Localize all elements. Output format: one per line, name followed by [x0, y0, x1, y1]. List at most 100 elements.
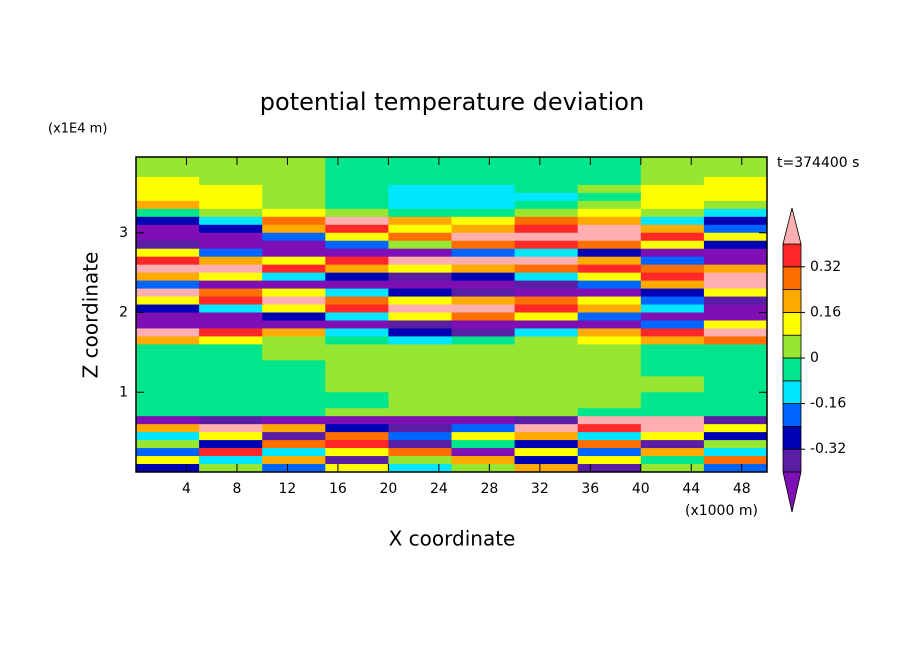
- field-cell: [325, 424, 389, 433]
- plot-frame: [135, 156, 768, 473]
- field-cell: [388, 208, 452, 218]
- field-cell: [640, 200, 705, 210]
- field-cell: [388, 192, 452, 202]
- annotation: t=374400 s: [777, 155, 859, 171]
- field-cell: [640, 160, 705, 170]
- field-cell: [325, 360, 389, 369]
- field-cell: [514, 416, 579, 425]
- field-cell: [136, 264, 200, 274]
- field-cell: [136, 312, 200, 321]
- field-cell: [199, 256, 263, 266]
- colorbar-box: [782, 311, 802, 336]
- field-cell: [577, 416, 642, 425]
- field-cell: [199, 416, 263, 425]
- field-cell: [703, 344, 767, 353]
- field-cell: [703, 272, 767, 282]
- field-cell: [136, 408, 200, 417]
- field-cell: [325, 296, 389, 306]
- colorbar-tick-label: -0.16: [810, 396, 846, 412]
- field-cell: [199, 160, 263, 170]
- field-cell: [514, 320, 579, 329]
- field-cell: [325, 232, 389, 242]
- field-cell: [514, 248, 579, 258]
- field-cell: [514, 312, 579, 321]
- field-cell: [703, 296, 767, 306]
- x-tick-label: 4: [182, 481, 191, 497]
- field-cell: [451, 344, 516, 353]
- field-cell: [325, 392, 389, 401]
- field-cell: [514, 384, 579, 393]
- field-cell: [703, 176, 767, 186]
- field-cell: [451, 296, 516, 306]
- field-cell: [640, 344, 705, 353]
- field-cell: [388, 392, 452, 401]
- field-cell: [325, 280, 389, 290]
- field-cell: [640, 384, 705, 393]
- field-cell: [325, 464, 389, 472]
- field-cell: [325, 320, 389, 329]
- field-cell: [325, 384, 389, 393]
- field-cell: [451, 208, 516, 218]
- field-cell: [577, 232, 642, 242]
- field-cell: [136, 288, 200, 298]
- field-cell: [640, 464, 705, 472]
- field-cell: [640, 376, 705, 385]
- field-cell: [325, 184, 389, 194]
- field-cell: [514, 440, 579, 449]
- field-cell: [577, 296, 642, 306]
- field-cell: [451, 288, 516, 298]
- contour-field: [136, 157, 767, 472]
- field-cell: [640, 424, 705, 433]
- field-cell: [577, 224, 642, 234]
- field-cell: [136, 232, 200, 242]
- field-cell: [640, 328, 705, 337]
- field-cell: [577, 280, 642, 290]
- field-cell: [388, 344, 452, 353]
- field-cell: [451, 192, 516, 202]
- field-cell: [577, 248, 642, 258]
- y-axis-label: Z coordinate: [79, 252, 103, 379]
- field-cell: [640, 448, 705, 457]
- field-cell: [388, 376, 452, 385]
- field-cell: [514, 400, 579, 409]
- field-cell: [136, 176, 200, 186]
- field-cell: [388, 248, 452, 258]
- colorbar-tick-label: 0.16: [810, 304, 841, 320]
- field-cell: [199, 304, 263, 314]
- field-cell: [577, 464, 642, 472]
- field-cell: [262, 456, 326, 465]
- field-cell: [262, 296, 326, 306]
- field-cell: [388, 296, 452, 306]
- field-cell: [262, 440, 326, 449]
- field-cell: [703, 352, 767, 361]
- field-cell: [262, 352, 326, 361]
- field-cell: [451, 248, 516, 258]
- field-cell: [577, 240, 642, 250]
- field-cell: [325, 352, 389, 361]
- field-cell: [388, 184, 452, 194]
- field-cell: [451, 432, 516, 441]
- field-cell: [577, 400, 642, 409]
- field-cell: [262, 256, 326, 266]
- field-cell: [514, 280, 579, 290]
- field-cell: [703, 360, 767, 369]
- field-cell: [388, 312, 452, 321]
- field-cell: [514, 392, 579, 401]
- field-cell: [640, 157, 705, 162]
- x-tick-label: 16: [329, 481, 347, 497]
- field-cell: [703, 432, 767, 441]
- field-cell: [451, 456, 516, 465]
- field-cell: [199, 464, 263, 472]
- field-cell: [325, 176, 389, 186]
- field-cell: [136, 400, 200, 409]
- field-cell: [577, 448, 642, 457]
- field-cell: [262, 336, 326, 345]
- field-cell: [388, 272, 452, 282]
- field-cell: [262, 424, 326, 433]
- field-cell: [199, 232, 263, 242]
- field-cell: [199, 280, 263, 290]
- field-cell: [325, 328, 389, 337]
- field-cell: [514, 208, 579, 218]
- field-cell: [325, 264, 389, 274]
